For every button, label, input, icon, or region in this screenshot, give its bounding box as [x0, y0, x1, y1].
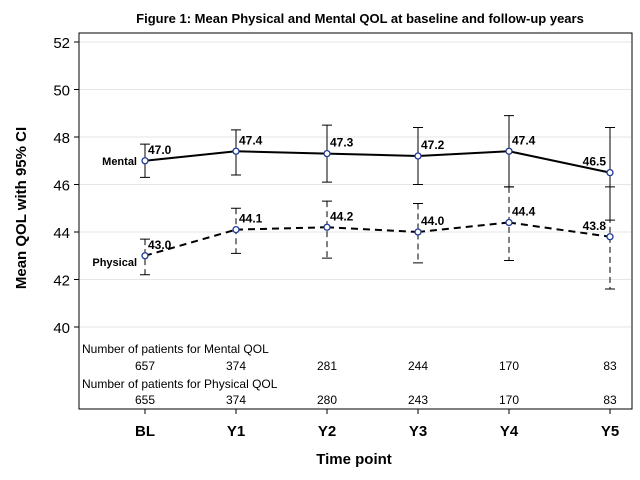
y-tick-label: 46	[53, 178, 70, 195]
y-tick-label: 44	[53, 225, 70, 242]
mental-data-label: 47.3	[330, 136, 354, 150]
mental-line-segment	[144, 150, 237, 162]
chart-title: Figure 1: Mean Physical and Mental QOL a…	[136, 11, 584, 26]
x-tick-label: Y1	[227, 423, 245, 440]
patient-count-row-label: Number of patients for Mental QOL	[82, 342, 269, 356]
mental-point	[414, 152, 422, 160]
physical-point	[414, 228, 422, 236]
x-tick-label: Y5	[601, 423, 619, 440]
physical-line-segment	[417, 221, 510, 233]
patient-count-value: 83	[603, 393, 617, 407]
y-tick-label: 42	[53, 273, 70, 290]
mental-line-segment	[326, 152, 419, 157]
y-axis-label: Mean QOL with 95% CI	[13, 127, 30, 289]
x-axis-label: Time point	[316, 451, 392, 468]
y-tick-label: 50	[53, 83, 70, 100]
physical-data-label: 44.2	[330, 209, 354, 223]
physical-data-label: 44.1	[239, 212, 263, 226]
patient-count-value: 374	[226, 393, 246, 407]
mental-point	[323, 149, 331, 158]
x-tick-label: Y2	[318, 423, 336, 440]
mental-point	[606, 168, 614, 177]
patient-count-value: 243	[408, 393, 428, 407]
mental-series-label: Mental	[102, 156, 137, 168]
mental-point	[505, 147, 513, 155]
patient-count-value: 281	[317, 359, 337, 373]
physical-line-segment	[235, 226, 328, 231]
patient-count-value: 280	[317, 393, 337, 407]
patient-count-value: 374	[226, 359, 246, 373]
y-tick-label: 40	[53, 320, 70, 337]
patient-count-value: 655	[135, 393, 155, 407]
physical-point	[323, 223, 331, 231]
y-tick-label: 52	[53, 35, 70, 52]
y-tick-label: 48	[53, 130, 70, 147]
physical-line-segment	[508, 221, 611, 238]
physical-point	[141, 252, 149, 260]
mental-data-label: 47.4	[512, 133, 536, 147]
physical-data-label: 44.4	[512, 205, 536, 219]
physical-data-label: 44.0	[421, 214, 445, 228]
mental-data-label: 47.2	[421, 138, 445, 152]
physical-point	[232, 225, 240, 234]
physical-point	[505, 218, 513, 227]
physical-line-segment	[326, 226, 419, 233]
physical-series-label: Physical	[92, 257, 137, 269]
mental-data-label: 47.0	[148, 143, 172, 157]
x-tick-label: BL	[135, 423, 155, 440]
mental-line-segment	[417, 150, 510, 157]
patient-count-row-label: Number of patients for Physical QOL	[82, 377, 278, 391]
physical-data-label: 43.0	[148, 238, 172, 252]
x-tick-label: Y3	[409, 423, 427, 440]
physical-line-segment	[144, 228, 237, 257]
patient-count-value: 170	[499, 359, 519, 373]
patient-count-value: 170	[499, 393, 519, 407]
mental-line-segment	[508, 150, 611, 174]
patient-count-value: 83	[603, 359, 617, 373]
patient-count-value: 657	[135, 359, 155, 373]
mental-point	[141, 157, 149, 165]
x-tick-label: Y4	[500, 423, 519, 440]
mental-point	[232, 147, 240, 155]
plot-frame	[78, 32, 633, 410]
mental-line-segment	[235, 150, 328, 155]
patient-count-value: 244	[408, 359, 428, 373]
mental-data-label: 46.5	[583, 155, 607, 169]
physical-point	[606, 233, 614, 241]
mental-data-label: 47.4	[239, 133, 263, 147]
physical-data-label: 43.8	[583, 219, 607, 233]
